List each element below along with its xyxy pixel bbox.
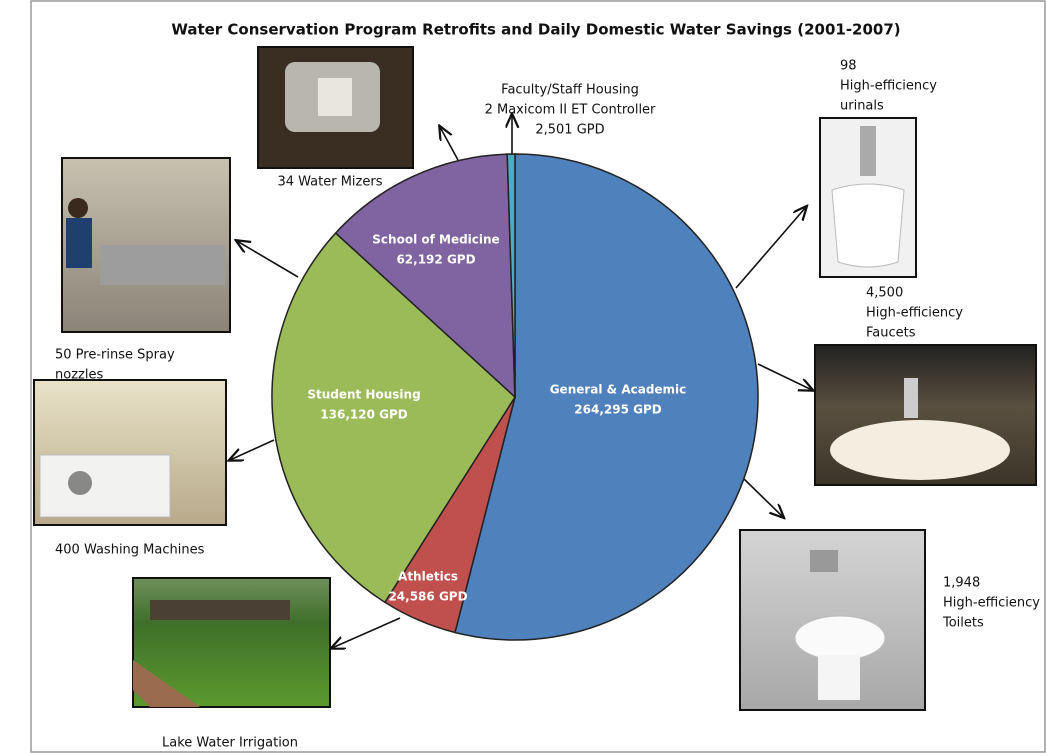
annotation: 34 Water Mizers [277,175,382,190]
value-label: 2,501 GPD [535,123,604,138]
value-label: 136,120 GPD [320,408,407,422]
slice-label: Faculty/Staff Housing [501,83,639,98]
pie-slice [454,153,759,641]
photo-spray-nozzle [61,157,231,333]
pie-slice [334,153,516,399]
annotation: 1,948 [943,576,980,591]
value-label: 24,586 GPD [388,590,467,604]
annotation: High-efficiency [866,306,963,321]
arrows [230,115,812,648]
annotation: Faucets [866,326,916,341]
photo-urinal [819,117,917,278]
annotation: 98 [840,59,857,74]
annotation: Toilets [942,616,984,631]
annotation: 400 Washing Machines [55,543,205,558]
annotation: 50 Pre-rinse Spray [55,348,175,363]
pie-slice [506,153,516,398]
photo-irrigation [132,577,331,708]
slice-label: Athletics [398,570,458,584]
annotation: High-efficiency [943,596,1040,611]
slice-label: General & Academic [550,383,687,397]
photo-toilet [739,529,926,711]
value-label: 264,295 GPD [574,403,661,417]
annotation: Lake Water Irrigation [162,736,298,751]
annotation: nozzles [55,368,103,383]
value-label: 62,192 GPD [396,253,475,267]
chart-title: Water Conservation Program Retrofits and… [171,21,900,39]
photo-faucet [814,344,1037,486]
annotation: 4,500 [866,286,903,301]
annotation: 2 Maxicom II ET Controller [485,103,656,118]
photo-water-mizer [257,46,414,169]
slice-label: School of Medicine [372,233,499,247]
slice-label: Student Housing [307,388,420,402]
photo-washing-machines [33,379,227,526]
annotation: High-efficiency [840,79,937,94]
pie-slice [271,231,516,604]
annotation: urinals [840,99,884,114]
